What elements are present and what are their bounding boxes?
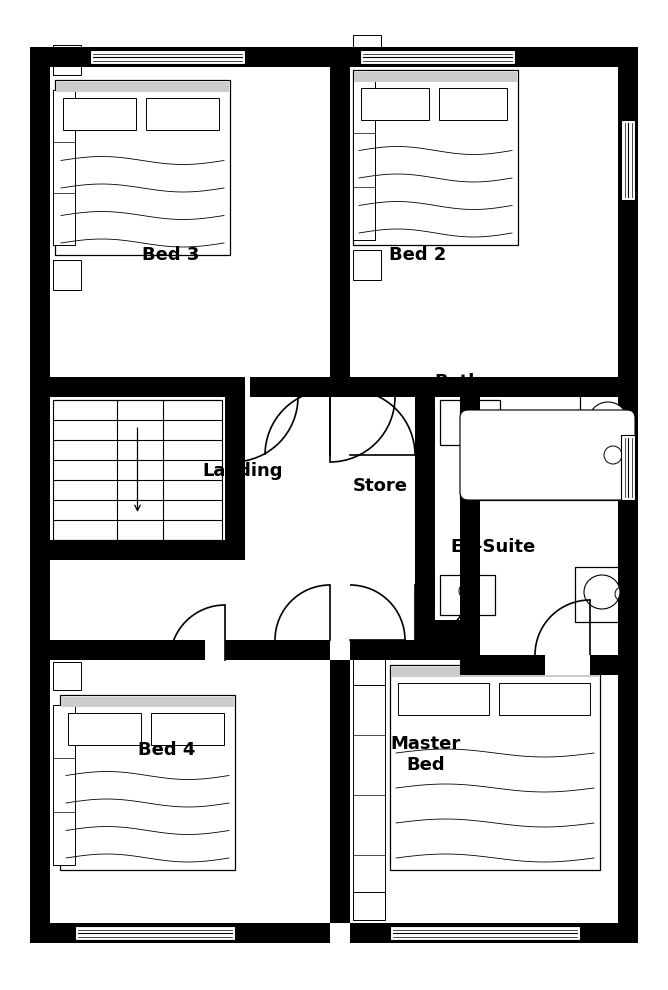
Bar [360, 50, 515, 64]
Bar [353, 250, 381, 280]
Bar [353, 35, 381, 65]
Bar [361, 88, 429, 120]
Bar [415, 620, 445, 640]
Bar [30, 923, 330, 943]
Text: Store: Store [353, 476, 407, 495]
Bar [621, 120, 635, 200]
Bar [460, 480, 618, 500]
Text: En-Suite: En-Suite [450, 538, 535, 555]
Bar [30, 47, 638, 67]
Bar [360, 50, 515, 64]
Bar [575, 567, 630, 622]
Text: Bed 2: Bed 2 [389, 246, 446, 263]
Bar [151, 713, 224, 745]
Bar [68, 713, 141, 745]
Bar [53, 260, 81, 290]
Bar [499, 683, 590, 715]
Bar [353, 70, 518, 245]
Bar [350, 377, 618, 397]
Bar [53, 45, 81, 75]
Text: Bed 4: Bed 4 [138, 741, 196, 758]
Bar [63, 98, 136, 130]
Bar [90, 50, 245, 64]
Bar [350, 640, 460, 660]
Bar [390, 926, 580, 940]
Bar [618, 47, 638, 943]
Text: Bathroom: Bathroom [435, 373, 534, 391]
Bar [53, 705, 75, 865]
Bar [50, 640, 205, 660]
Bar [621, 120, 635, 200]
Bar [61, 697, 234, 707]
Bar [225, 640, 330, 660]
Text: Bed 3: Bed 3 [142, 246, 200, 263]
Bar [50, 540, 225, 560]
Bar [460, 500, 480, 675]
Bar [60, 695, 235, 870]
Bar [391, 667, 599, 677]
Bar [415, 377, 435, 640]
Bar [580, 395, 635, 450]
Bar [56, 82, 229, 92]
Bar [146, 98, 219, 130]
Bar [621, 435, 635, 500]
Bar [390, 926, 580, 940]
Ellipse shape [584, 575, 620, 609]
Bar [30, 47, 50, 943]
Bar [250, 377, 330, 397]
Bar [53, 662, 81, 690]
Bar [225, 397, 245, 560]
FancyBboxPatch shape [460, 410, 635, 500]
Bar [53, 400, 222, 540]
Bar [439, 88, 507, 120]
Bar [75, 926, 235, 940]
Bar [398, 683, 489, 715]
Bar [330, 67, 350, 397]
Bar [353, 892, 385, 920]
Bar [55, 80, 230, 255]
Bar [353, 80, 375, 240]
Bar [50, 377, 233, 397]
Bar [53, 90, 75, 245]
Text: Landing: Landing [202, 462, 283, 480]
Bar [50, 377, 245, 397]
Bar [390, 665, 600, 870]
Bar [350, 923, 618, 943]
Bar [330, 660, 350, 923]
Bar [545, 655, 590, 675]
Bar [460, 655, 618, 675]
Bar [440, 620, 470, 640]
Circle shape [472, 662, 478, 668]
Bar [75, 926, 235, 940]
Bar [440, 400, 500, 445]
Bar [354, 72, 517, 82]
Ellipse shape [589, 402, 627, 438]
Bar [460, 410, 635, 500]
Bar [440, 575, 495, 615]
Bar [90, 50, 245, 64]
Bar [353, 657, 385, 685]
Bar [353, 675, 385, 915]
Bar [460, 655, 618, 675]
Bar [621, 435, 635, 500]
Bar [460, 377, 480, 640]
Text: Master
Bed: Master Bed [391, 735, 461, 774]
